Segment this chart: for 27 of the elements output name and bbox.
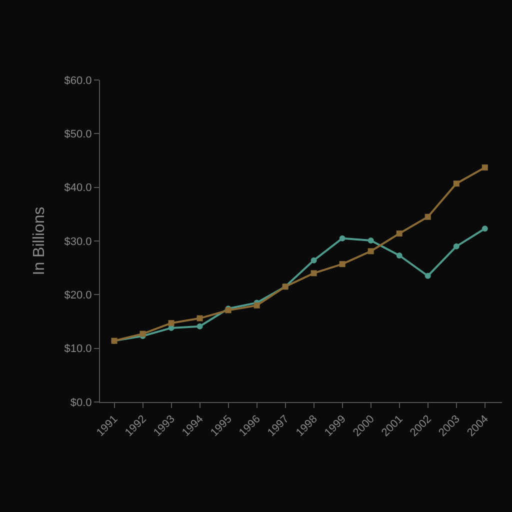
point [368, 237, 374, 244]
point [482, 226, 488, 232]
point [424, 214, 431, 220]
point [196, 323, 203, 330]
y-tick-label: $20.0 [64, 290, 92, 302]
point [339, 261, 346, 268]
point [396, 230, 402, 236]
y-axis-title: In Billions [31, 206, 48, 276]
point [254, 302, 260, 308]
y-tick-label: $10.0 [64, 343, 92, 356]
y-tick-label: $30.0 [64, 236, 92, 248]
point [196, 315, 203, 322]
point [424, 272, 431, 279]
point [310, 270, 317, 276]
y-tick-label: $60.0 [64, 74, 92, 87]
point [396, 252, 402, 258]
point [453, 243, 460, 250]
point [368, 248, 374, 254]
y-tick-label: $50.0 [64, 128, 92, 141]
y-tick-label: $40.0 [64, 182, 92, 194]
point [339, 235, 346, 242]
point [482, 164, 488, 170]
point [310, 257, 317, 264]
point [140, 330, 146, 337]
point [453, 180, 460, 187]
point [168, 320, 174, 326]
y-tick-label: $0.0 [70, 396, 92, 409]
